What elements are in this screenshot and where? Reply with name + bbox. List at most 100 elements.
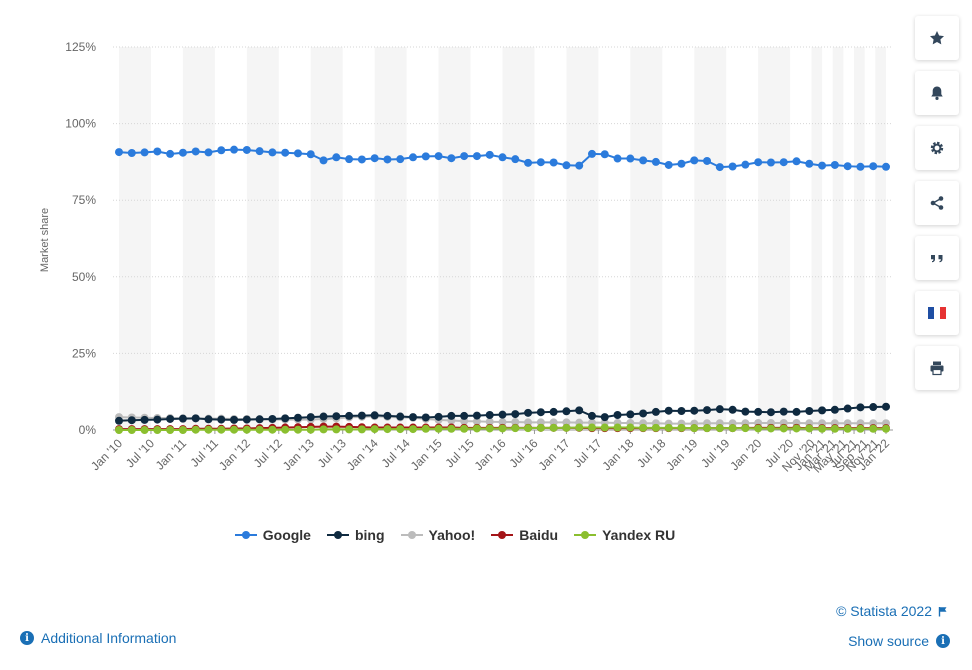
data-point xyxy=(383,425,392,434)
legend-label: Yahoo! xyxy=(428,527,476,543)
legend-item[interactable]: Baidu xyxy=(491,527,558,543)
data-point xyxy=(626,154,635,163)
data-point xyxy=(766,158,775,167)
data-point xyxy=(293,149,302,158)
copyright-label: © Statista 2022 xyxy=(836,603,932,619)
additional-information-link[interactable]: i Additional Information xyxy=(20,630,176,646)
legend-marker xyxy=(491,531,514,539)
star-icon xyxy=(930,31,944,45)
background-band xyxy=(832,47,844,430)
data-point xyxy=(511,424,520,433)
data-point xyxy=(613,423,622,432)
data-point xyxy=(472,411,481,420)
data-point xyxy=(153,147,162,156)
data-point xyxy=(268,414,277,423)
data-point xyxy=(383,155,392,164)
background-band xyxy=(694,47,727,430)
data-point xyxy=(140,426,149,434)
data-point xyxy=(293,413,302,422)
data-point xyxy=(306,150,315,159)
data-point xyxy=(651,157,660,166)
legend-item[interactable]: Yahoo! xyxy=(400,527,476,543)
chart-toolbar xyxy=(915,16,959,390)
data-point xyxy=(319,425,328,434)
data-point xyxy=(664,423,673,432)
y-tick-label: 0% xyxy=(79,423,97,437)
data-point xyxy=(460,152,469,161)
data-point xyxy=(319,156,328,165)
data-point xyxy=(536,158,545,167)
data-point xyxy=(818,424,827,433)
data-point xyxy=(613,410,622,419)
share-button[interactable] xyxy=(915,181,959,225)
share-icon xyxy=(930,196,944,210)
background-band xyxy=(182,47,215,430)
background-band xyxy=(374,47,407,430)
data-point xyxy=(345,425,354,434)
settings-button[interactable] xyxy=(915,126,959,170)
copyright-notice[interactable]: © Statista 2022 xyxy=(836,603,948,619)
x-tick-label: Jan '18 xyxy=(599,436,636,473)
data-point xyxy=(511,418,520,427)
data-point xyxy=(754,407,763,416)
data-point xyxy=(204,425,213,434)
data-point xyxy=(664,160,673,169)
data-point xyxy=(549,407,558,416)
data-point xyxy=(166,426,175,434)
data-point xyxy=(562,407,571,416)
data-point xyxy=(396,155,405,164)
data-point xyxy=(447,154,456,163)
data-point xyxy=(882,402,890,411)
data-point xyxy=(805,159,814,168)
data-point xyxy=(651,423,660,432)
x-tick-label: Jul '16 xyxy=(506,436,540,470)
language-button[interactable] xyxy=(915,291,959,335)
show-source-link[interactable]: Show source i xyxy=(848,633,950,649)
data-point xyxy=(741,424,750,433)
x-tick-label: Jul '15 xyxy=(443,436,477,470)
data-point xyxy=(217,415,226,424)
info-icon: i xyxy=(20,631,34,645)
legend-item[interactable]: Yandex RU xyxy=(574,527,675,543)
data-point xyxy=(178,426,187,434)
data-point xyxy=(115,148,123,157)
data-point xyxy=(421,413,430,422)
data-point xyxy=(830,160,839,169)
data-point xyxy=(370,425,379,434)
legend-label: Yandex RU xyxy=(602,527,676,543)
data-point xyxy=(715,405,724,414)
legend-item[interactable]: Google xyxy=(234,527,311,543)
legend-marker xyxy=(400,531,423,539)
background-band xyxy=(758,47,791,430)
data-point xyxy=(396,425,405,434)
data-point xyxy=(217,146,226,155)
data-point xyxy=(882,424,890,433)
legend-marker xyxy=(326,531,349,539)
data-point xyxy=(677,407,686,416)
x-tick-label: Jul '10 xyxy=(123,436,157,470)
data-point xyxy=(703,424,712,433)
x-tick-label: Jan '17 xyxy=(536,436,573,473)
y-axis-tick-labels: 0% 25% 50% 75% 100% 125% xyxy=(65,40,96,437)
legend-marker xyxy=(574,531,597,539)
print-button[interactable] xyxy=(915,346,959,390)
data-point xyxy=(626,410,635,419)
data-point xyxy=(268,425,277,434)
favorite-button[interactable] xyxy=(915,16,959,60)
print-icon xyxy=(930,361,944,376)
additional-information-label: Additional Information xyxy=(41,630,177,646)
data-point xyxy=(345,155,354,164)
data-point xyxy=(166,149,175,158)
cite-button[interactable] xyxy=(915,236,959,280)
data-point xyxy=(536,418,545,427)
legend-item[interactable]: bing xyxy=(326,527,385,543)
data-point xyxy=(677,159,686,168)
notification-button[interactable] xyxy=(915,71,959,115)
quote-icon xyxy=(931,255,943,263)
data-point xyxy=(613,154,622,163)
series-yandex-ru xyxy=(115,423,890,434)
data-point xyxy=(754,158,763,167)
data-point xyxy=(575,423,584,432)
data-point xyxy=(332,425,341,434)
